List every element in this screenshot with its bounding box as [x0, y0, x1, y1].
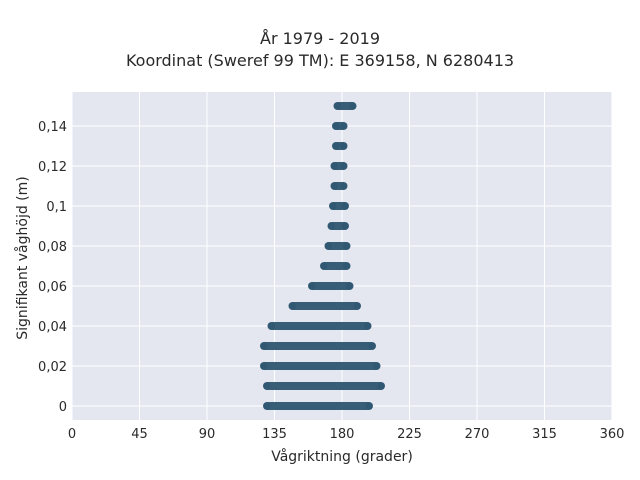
- data-point: [289, 302, 296, 310]
- data-point: [340, 142, 347, 150]
- chart-subtitle: Koordinat (Sweref 99 TM): E 369158, N 62…: [125, 51, 515, 70]
- data-point: [377, 382, 385, 390]
- data-point: [343, 242, 350, 250]
- data-point: [340, 122, 347, 130]
- data-point: [365, 402, 373, 410]
- data-point: [373, 362, 380, 370]
- data-point: [260, 362, 268, 370]
- data-point: [331, 162, 338, 170]
- data-point: [346, 282, 353, 290]
- y-tick-labels: 0 0,02 0,04 0,06 0,08 0,1 0,12 0,14: [38, 120, 67, 415]
- x-tick-label: 225: [397, 427, 422, 442]
- data-point: [260, 342, 268, 350]
- chart-title: År 1979 - 2019: [260, 29, 380, 48]
- y-tick-label: 0: [59, 400, 67, 415]
- data-point: [325, 242, 332, 250]
- data-point: [331, 182, 338, 190]
- data-point: [353, 302, 361, 310]
- data-point: [268, 322, 275, 330]
- data-point: [263, 382, 271, 390]
- y-tick-label: 0,06: [38, 280, 67, 295]
- x-tick-label: 360: [600, 427, 625, 442]
- x-tick-label: 315: [532, 427, 557, 442]
- data-point: [368, 342, 376, 350]
- x-tick-label: 270: [465, 427, 490, 442]
- y-tick-label: 0,12: [38, 160, 67, 175]
- data-point: [329, 202, 337, 210]
- x-tick-label: 0: [68, 427, 76, 442]
- data-points: [260, 102, 385, 410]
- data-point: [341, 222, 349, 230]
- y-axis-label: Signifikant våghöjd (m): [14, 176, 31, 339]
- data-point: [340, 162, 347, 170]
- y-tick-label: 0,1: [46, 200, 67, 215]
- data-point: [334, 102, 341, 110]
- x-tick-label: 135: [262, 427, 287, 442]
- data-point: [320, 262, 328, 270]
- x-tick-label: 90: [199, 427, 216, 442]
- data-point: [340, 182, 347, 190]
- y-tick-label: 0,08: [38, 240, 67, 255]
- x-tick-label: 180: [330, 427, 355, 442]
- data-point: [263, 402, 271, 410]
- data-point: [332, 122, 340, 130]
- data-point: [328, 222, 335, 230]
- y-tick-label: 0,02: [38, 360, 67, 375]
- y-tick-label: 0,04: [38, 320, 67, 335]
- x-tick-label: 45: [131, 427, 148, 442]
- data-point: [364, 322, 371, 330]
- data-point: [349, 102, 356, 110]
- data-point: [341, 202, 349, 210]
- data-point: [343, 262, 350, 270]
- x-axis-label: Vågriktning (grader): [271, 448, 413, 465]
- x-tick-labels: 0 45 90 135 180 225 270 315 360: [68, 427, 625, 442]
- data-point: [332, 142, 340, 150]
- y-tick-label: 0,14: [38, 120, 67, 135]
- data-point: [308, 282, 316, 290]
